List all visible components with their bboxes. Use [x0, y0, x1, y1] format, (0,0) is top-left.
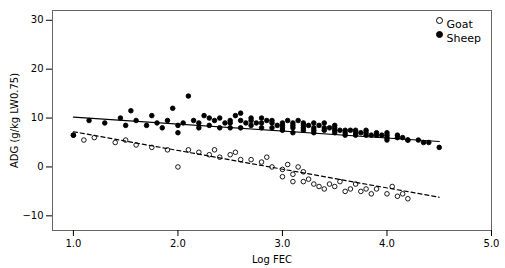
svg-text:3.0: 3.0	[274, 238, 290, 249]
svg-text:10: 10	[31, 112, 44, 123]
svg-text:0: 0	[37, 161, 43, 172]
svg-text:2.0: 2.0	[170, 238, 186, 249]
svg-text:Sheep: Sheep	[447, 32, 481, 45]
svg-text:ADG (g/kg LW0.75): ADG (g/kg LW0.75)	[9, 73, 20, 168]
svg-text:30: 30	[31, 14, 44, 25]
svg-text:1.0: 1.0	[65, 238, 81, 249]
svg-text:Goat: Goat	[447, 18, 474, 31]
svg-text:−10: −10	[22, 210, 43, 221]
svg-text:4.0: 4.0	[379, 238, 395, 249]
svg-text:Log FEC: Log FEC	[252, 254, 292, 265]
svg-text:5.0: 5.0	[484, 238, 500, 249]
svg-text:20: 20	[31, 63, 44, 74]
